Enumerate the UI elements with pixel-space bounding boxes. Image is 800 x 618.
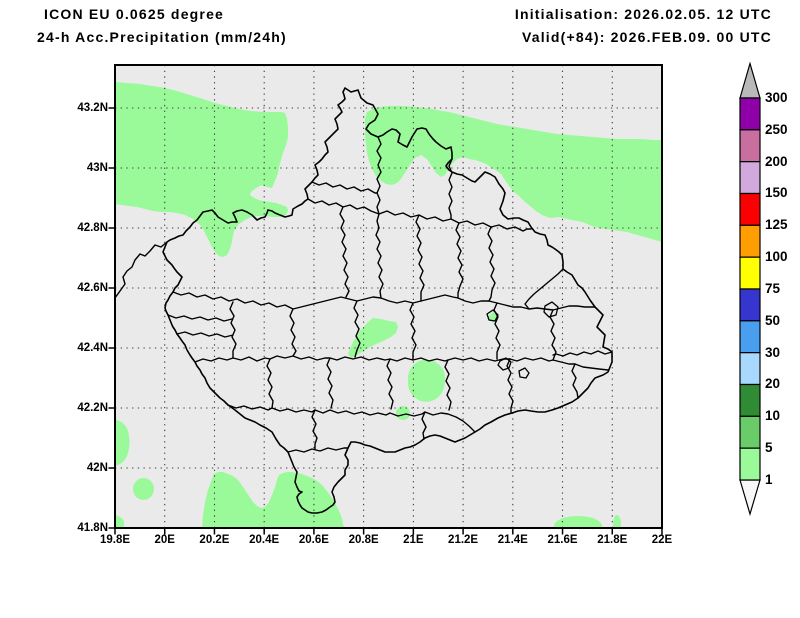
colorbar-value-label: 150: [765, 185, 788, 201]
precip-patch-south-center: [202, 472, 344, 528]
admin-boundaries: [115, 87, 613, 514]
precip-spot-diamond: [488, 312, 498, 323]
colorbar-segment: [739, 447, 761, 481]
precip-blob-southwest: [133, 478, 154, 500]
precip-blob-southeast: [554, 516, 602, 528]
title-init-line: Initialisation: 2026.02.05. 12 UTC: [514, 6, 772, 22]
colorbar-value-label: 1: [765, 471, 773, 487]
colorbar-segment: [739, 224, 761, 258]
precip-patch-northeast-band: [365, 106, 662, 242]
precip-sliver-southwest-corner: [115, 515, 125, 528]
y-tick-label: 42.8N: [77, 222, 108, 234]
precip-spot-small: [396, 406, 410, 420]
x-tick-label: 20.4E: [249, 534, 280, 546]
x-tick-label: 20.8E: [348, 534, 379, 546]
colorbar-segment: [739, 288, 761, 322]
colorbar-value-label: 200: [765, 153, 788, 169]
y-tick-label: 41.8N: [77, 522, 108, 534]
precip-dot-southeast: [613, 515, 621, 528]
enclave-boundaries: [486, 301, 559, 379]
title-param-line: 24-h Acc.Precipitation (mm/24h): [37, 29, 287, 45]
y-tick-label: 42.4N: [77, 342, 108, 354]
map-area: [114, 64, 663, 529]
x-tick-label: 21.8E: [597, 534, 628, 546]
colorbar-value-label: 75: [765, 280, 781, 296]
y-tick-label: 42N: [86, 462, 108, 474]
colorbar-overflow-arrow: [739, 61, 761, 99]
colorbar-value-label: 250: [765, 121, 788, 137]
x-tick-label: 22E: [651, 534, 673, 546]
colorbar-value-label: 300: [765, 90, 788, 105]
colorbar-segment: [739, 320, 761, 354]
colorbar-segment: [739, 161, 761, 195]
map-frame: [114, 64, 663, 529]
x-tick-label: 20.2E: [199, 534, 230, 546]
colorbar-underflow-arrow: [739, 479, 761, 517]
colorbar-value-label: 30: [765, 344, 781, 360]
colorbar-segment: [739, 352, 761, 386]
colorbar: [739, 61, 761, 517]
colorbar-value-label: 10: [765, 408, 781, 424]
title-valid-line: Valid(+84): 2026.FEB.09. 00 UTC: [521, 29, 772, 45]
colorbar-segment: [739, 383, 761, 417]
x-tick-label: 21.6E: [547, 534, 578, 546]
x-tick-label: 21.2E: [448, 534, 479, 546]
colorbar-segment: [739, 129, 761, 163]
y-tick-label: 42.2N: [77, 402, 108, 414]
axis-tick-marks: [108, 107, 663, 535]
colorbar-value-label: 20: [765, 376, 781, 392]
x-tick-label: 21E: [403, 534, 424, 546]
colorbar-value-label: 100: [765, 249, 788, 265]
precipitation-shading: [115, 82, 662, 528]
y-tick-label: 42.6N: [77, 282, 108, 294]
colorbar-segment: [739, 97, 761, 131]
municipality-boundaries: [115, 136, 613, 453]
precip-patch-northwest: [115, 82, 288, 257]
x-tick-label: 20.6E: [298, 534, 329, 546]
colorbar-segment: [739, 192, 761, 226]
x-tick-label: 19.8E: [99, 534, 131, 546]
colorbar-value-label: 50: [765, 312, 781, 328]
colorbar-segment: [739, 415, 761, 449]
country-outline-kosovo: [162, 87, 613, 514]
precip-patch-center-blob: [408, 359, 445, 402]
x-tick-label: 20E: [154, 534, 175, 546]
colorbar-value-label: 5: [765, 440, 773, 456]
x-tick-label: 21.4E: [497, 534, 528, 546]
y-tick-label: 43N: [86, 162, 108, 174]
precip-patch-west-edge: [115, 420, 130, 466]
y-tick-label: 43.2N: [77, 102, 108, 114]
title-model-line: ICON EU 0.0625 degree: [44, 6, 225, 22]
colorbar-value-label: 125: [765, 217, 788, 233]
colorbar-segment: [739, 256, 761, 290]
